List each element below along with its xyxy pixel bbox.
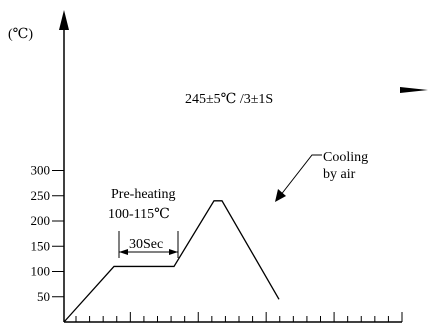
x-ticks <box>75 312 403 322</box>
y-unit-label: (℃) <box>8 27 33 42</box>
profile-line <box>63 200 280 323</box>
x-axis-arrow <box>400 87 428 93</box>
cooling-annotation-line2: by air <box>323 167 356 182</box>
duration-dimension: 30Sec <box>118 231 179 258</box>
y-tick-label: 150 <box>31 238 51 253</box>
duration-label: 30Sec <box>129 237 163 252</box>
cooling-annotation-line1: Cooling <box>323 150 368 165</box>
cooling-arrow-head <box>275 189 286 202</box>
preheat-annotation-line2: 100-115℃ <box>108 207 170 222</box>
duration-arrow-left <box>119 249 128 255</box>
y-tick-label: 300 <box>31 163 51 178</box>
y-tick-label: 100 <box>31 264 51 279</box>
duration-arrow-right <box>169 249 178 255</box>
y-tick-label: 50 <box>37 289 50 304</box>
y-axis-arrow <box>59 10 69 30</box>
cooling-leader-line <box>279 154 322 197</box>
y-tick-label: 250 <box>31 188 51 203</box>
y-tick-label: 200 <box>31 213 51 228</box>
preheat-annotation-line1: Pre-heating <box>111 187 176 202</box>
y-ticks: 50 100 150 200 250 300 <box>31 163 64 304</box>
peak-annotation: 245±5℃ /3±1S <box>185 92 273 107</box>
